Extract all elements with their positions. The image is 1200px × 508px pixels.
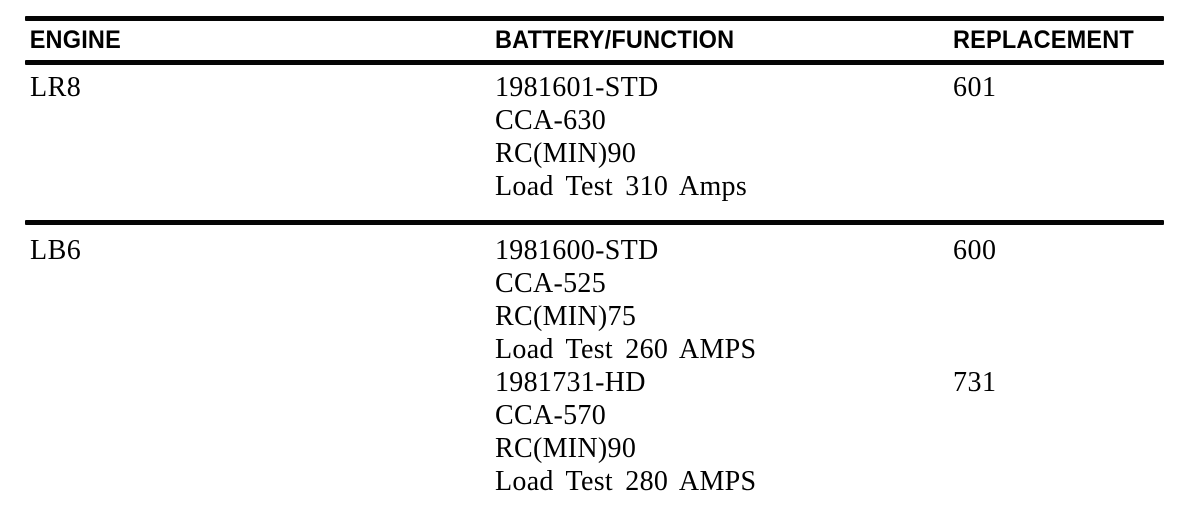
column-header-engine: ENGINE xyxy=(29,26,121,54)
replacement-value: 600 xyxy=(953,235,997,266)
engine-cell: LB6 xyxy=(30,235,82,266)
replacement-value: 731 xyxy=(953,367,997,398)
battery-spec-lines: 1981731-HD CCA-570 RC(MIN)90 Load Test 2… xyxy=(495,366,953,498)
battery-part-number: 1981731-HD xyxy=(495,367,646,398)
column-header-replacement: REPLACEMENT xyxy=(953,26,1134,54)
battery-rc-spec: RC(MIN)90 xyxy=(495,433,637,464)
battery-cca-spec: CCA-570 xyxy=(495,400,606,431)
battery-cell: 1981601-STD CCA-630 RC(MIN)90 Load Test … xyxy=(495,71,1164,203)
battery-part-number: 1981600-STD xyxy=(495,235,659,266)
battery-rc-spec: RC(MIN)90 xyxy=(495,138,637,169)
battery-spec-lines: 1981601-STD CCA-630 RC(MIN)90 Load Test … xyxy=(495,71,953,203)
battery-cca-spec: CCA-630 xyxy=(495,105,606,136)
battery-cell: 1981600-STD CCA-525 RC(MIN)75 Load Test … xyxy=(495,234,1164,498)
battery-load-test-spec: Load Test 260 AMPS xyxy=(495,334,757,365)
battery-part-number: 1981601-STD xyxy=(495,72,659,103)
battery-spec-group: 1981601-STD CCA-630 RC(MIN)90 Load Test … xyxy=(495,71,1164,203)
battery-spec-group: 1981600-STD CCA-525 RC(MIN)75 Load Test … xyxy=(495,234,1164,366)
column-header-battery-function: BATTERY/FUNCTION xyxy=(495,26,735,54)
battery-spec-lines: 1981600-STD CCA-525 RC(MIN)75 Load Test … xyxy=(495,234,953,366)
table-header-row: ENGINE BATTERY/FUNCTION REPLACEMENT xyxy=(25,21,1164,60)
battery-load-test-spec: Load Test 280 AMPS xyxy=(495,466,757,497)
row-divider-rule xyxy=(25,220,1164,225)
battery-load-test-spec: Load Test 310 Amps xyxy=(495,171,748,202)
battery-rc-spec: RC(MIN)75 xyxy=(495,301,637,332)
header-bottom-rule xyxy=(25,60,1164,65)
table-row-lr8: LR8 1981601-STD CCA-630 RC(MIN)90 Load T… xyxy=(25,65,1164,220)
engine-cell: LR8 xyxy=(30,72,82,103)
replacement-value: 601 xyxy=(953,72,997,103)
battery-cca-spec: CCA-525 xyxy=(495,268,606,299)
table-top-rule xyxy=(25,16,1164,21)
battery-spec-table: ENGINE BATTERY/FUNCTION REPLACEMENT LR8 … xyxy=(25,16,1164,508)
battery-spec-group: 1981731-HD CCA-570 RC(MIN)90 Load Test 2… xyxy=(495,366,1164,498)
table-row-lb6: LB6 1981600-STD CCA-525 RC(MIN)75 Load T… xyxy=(25,225,1164,508)
